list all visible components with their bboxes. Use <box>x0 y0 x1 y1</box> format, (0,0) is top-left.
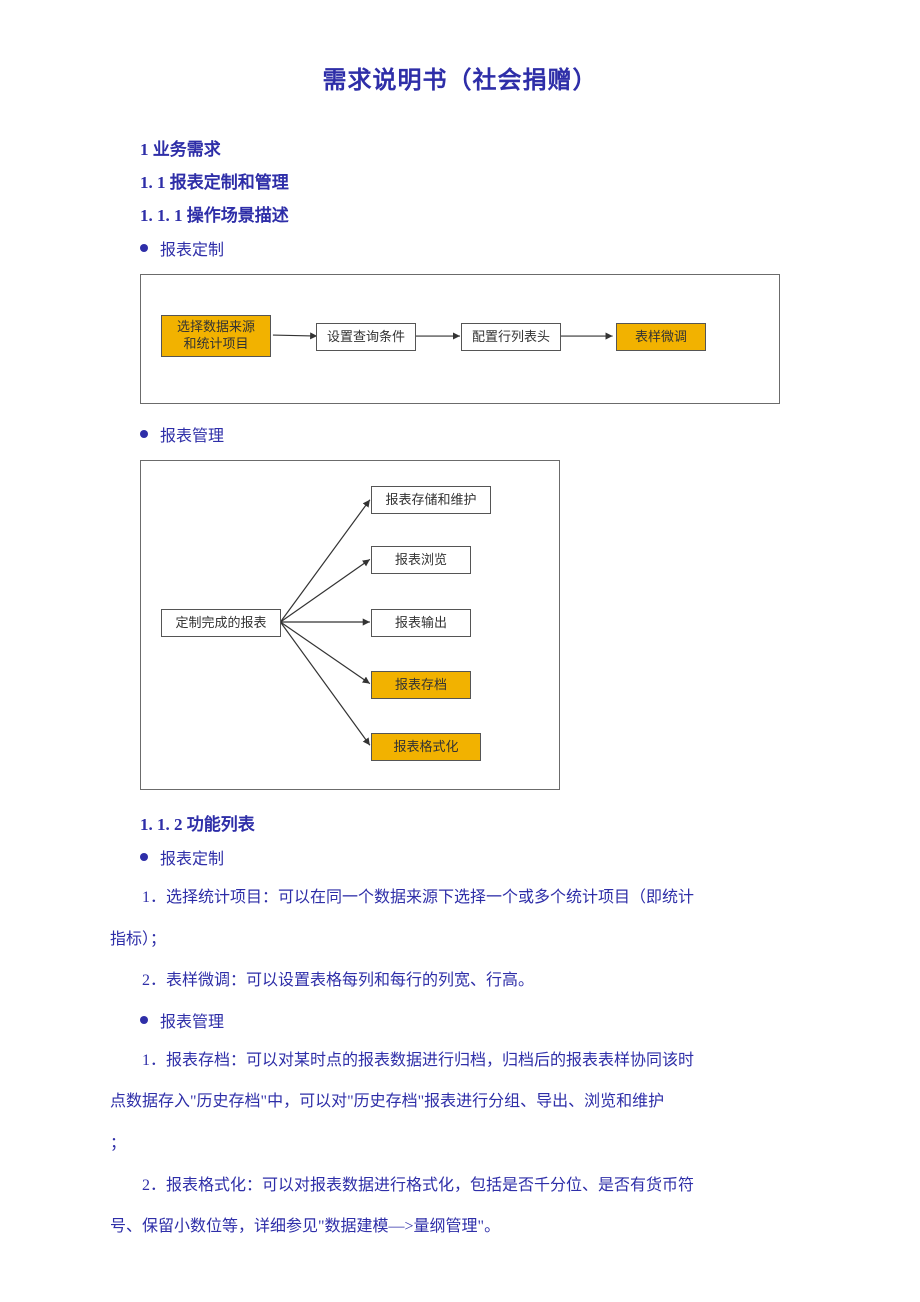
flowchart-report-manage: 定制完成的报表 报表存储和维护报表浏览报表输出报表存档报表格式化 <box>140 460 560 790</box>
bullet-icon <box>140 430 148 438</box>
heading-1-1-2: 1. 1. 2 功能列表 <box>140 810 810 835</box>
flow-node: 报表存档 <box>371 671 471 699</box>
flow-node: 设置查询条件 <box>316 323 416 351</box>
flowchart-report-custom: 选择数据来源和统计项目 设置查询条件 配置行列表头 表样微调 <box>140 274 780 404</box>
bullet-report-manage-2: 报表管理 <box>140 1008 810 1032</box>
paragraph-cont: 号、保留小数位等，详细参见"数据建模—>量纲管理"。 <box>110 1210 810 1244</box>
paragraph: 1．报表存档：可以对某时点的报表数据进行归档，归档后的报表表样协同该时 <box>110 1044 810 1078</box>
bullet-report-custom-2: 报表定制 <box>140 845 810 869</box>
heading-1-1: 1. 1 报表定制和管理 <box>140 168 810 193</box>
paragraph-cont: 指标）； <box>110 923 810 957</box>
paragraph: 2．报表格式化：可以对报表数据进行格式化，包括是否千分位、是否有货币符 <box>110 1169 810 1203</box>
paragraph: 1．选择统计项目：可以在同一个数据来源下选择一个或多个统计项目（即统计 <box>110 881 810 915</box>
bullet-label: 报表管理 <box>160 1008 224 1032</box>
flow-node: 定制完成的报表 <box>161 609 281 637</box>
flow-node: 选择数据来源和统计项目 <box>161 315 271 357</box>
page-title: 需求说明书（社会捐赠） <box>110 60 810 95</box>
bullet-icon <box>140 244 148 252</box>
flow-node: 报表浏览 <box>371 546 471 574</box>
bullet-report-manage: 报表管理 <box>140 422 810 446</box>
bullet-label: 报表管理 <box>160 422 224 446</box>
paragraph: 2．表样微调：可以设置表格每列和每行的列宽、行高。 <box>110 964 810 998</box>
bullet-icon <box>140 853 148 861</box>
bullet-label: 报表定制 <box>160 236 224 260</box>
flow-node: 报表格式化 <box>371 733 481 761</box>
heading-1: 1 业务需求 <box>140 135 810 160</box>
paragraph-cont: ； <box>110 1127 810 1161</box>
bullet-label: 报表定制 <box>160 845 224 869</box>
flow-node: 报表输出 <box>371 609 471 637</box>
paragraph-cont: 点数据存入"历史存档"中，可以对"历史存档"报表进行分组、导出、浏览和维护 <box>110 1085 810 1119</box>
bullet-report-custom: 报表定制 <box>140 236 810 260</box>
flow-node: 报表存储和维护 <box>371 486 491 514</box>
flow-node: 表样微调 <box>616 323 706 351</box>
heading-1-1-1: 1. 1. 1 操作场景描述 <box>140 201 810 226</box>
flow-node: 配置行列表头 <box>461 323 561 351</box>
document-page: 需求说明书（社会捐赠） 1 业务需求 1. 1 报表定制和管理 1. 1. 1 … <box>0 0 920 1292</box>
bullet-icon <box>140 1016 148 1024</box>
